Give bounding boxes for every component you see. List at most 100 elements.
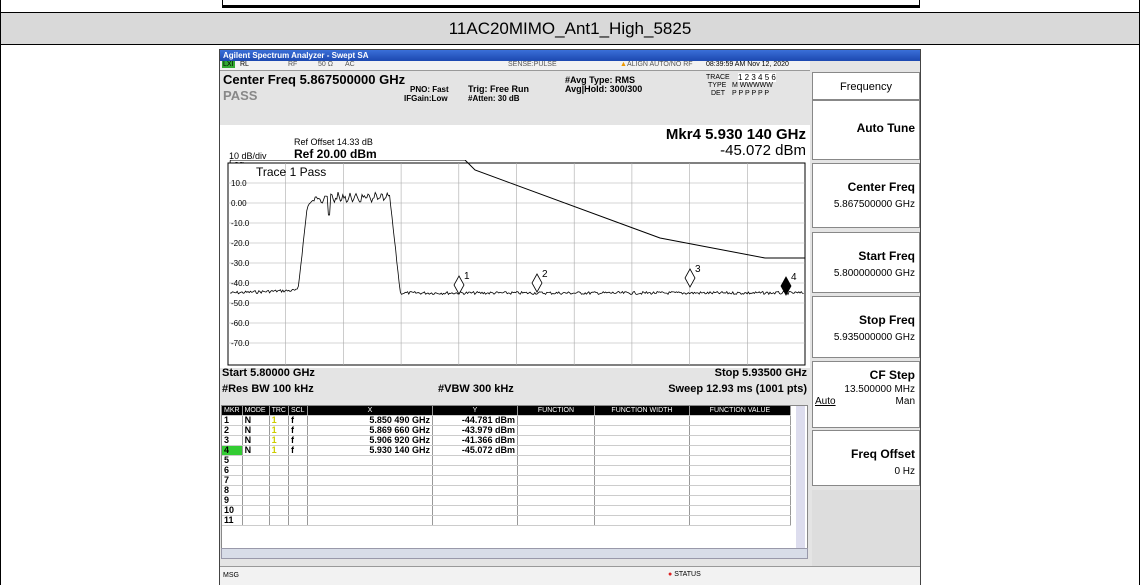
- column-header: FUNCTION: [517, 406, 595, 416]
- table-cell: [594, 415, 690, 426]
- table-row: 8: [222, 485, 791, 496]
- table-cell: [432, 515, 518, 526]
- table-cell: [242, 505, 270, 516]
- column-header: X: [307, 406, 433, 416]
- status-text: STATUS: [674, 571, 701, 578]
- table-cell: f: [288, 435, 308, 446]
- table-cell: [307, 455, 433, 466]
- table-cell: [517, 515, 595, 526]
- table-cell: [307, 465, 433, 476]
- ref-offset: Ref Offset 14.33 dB: [294, 137, 373, 147]
- softkey-value: 5.935000000 GHz: [833, 332, 915, 343]
- det-val: P P P P P P: [732, 90, 770, 97]
- table-cell: [432, 505, 518, 516]
- table-row: 6: [222, 465, 791, 476]
- v-scrollbar: [796, 406, 805, 548]
- msg-bar: [220, 566, 920, 585]
- table-cell: [594, 475, 690, 486]
- table-cell: 10: [222, 505, 243, 516]
- marker-readout-freq: Mkr4 5.930 140 GHz: [665, 126, 806, 143]
- table-row: 11: [222, 515, 791, 526]
- softkey-label: Stop Freq: [859, 313, 915, 327]
- table-row: 1 N 1 f 5.850 490 GHz -44.781 dBm: [222, 415, 791, 426]
- avg-hold: Avg|Hold: 300/300: [565, 84, 643, 94]
- table-cell: [594, 445, 690, 456]
- header-row: 11AC20MIMO_Ant1_High_5825: [0, 12, 1140, 45]
- softkey[interactable]: CF Step 13.500000 MHz Auto Man: [812, 361, 920, 428]
- datetime: 08:39:59 AM Nov 12, 2020: [706, 61, 789, 68]
- table-cell: [517, 505, 595, 516]
- table-cell: [269, 465, 289, 476]
- start-freq: Start 5.80000 GHz: [222, 367, 315, 379]
- table-cell: [242, 515, 270, 526]
- table-cell: 1: [269, 445, 289, 456]
- softkey-title: Frequency: [812, 72, 920, 100]
- table-cell: [594, 485, 690, 496]
- scale: 10 dB/div: [229, 151, 267, 161]
- column-header: MKR: [222, 406, 243, 416]
- y-label: -70.0: [231, 339, 250, 348]
- marker-label: 4: [791, 272, 797, 283]
- table-row: 2 N 1 f 5.869 660 GHz -43.979 dBm: [222, 425, 791, 436]
- softkey-label: Start Freq: [858, 249, 915, 263]
- det-label: DET: [711, 90, 725, 97]
- rl-indicator: LXI: [222, 61, 235, 68]
- marker: [531, 273, 543, 293]
- softkey[interactable]: Center Freq 5.867500000 GHz: [812, 163, 920, 228]
- vbw: #VBW 300 kHz: [438, 383, 514, 395]
- table-cell: 1: [222, 415, 243, 426]
- table-cell: f: [288, 415, 308, 426]
- table-cell: [242, 485, 270, 496]
- column-header: FUNCTION VALUE: [689, 406, 791, 416]
- marker-table: MKR MODE TRC SCL X Y FUNCTION FUNCTION WIDTH FUN…: [222, 406, 791, 526]
- softkey-label: Freq Offset: [850, 447, 915, 461]
- ifgain: IFGain:Low: [404, 94, 448, 103]
- rf: RF: [288, 61, 298, 68]
- table-cell: [242, 455, 270, 466]
- table-cell: [689, 495, 791, 506]
- table-cell: 3: [222, 435, 243, 446]
- status-button: ● STATUS: [668, 571, 701, 578]
- marker: [780, 276, 792, 296]
- table-cell: [594, 495, 690, 506]
- table-cell: [432, 485, 518, 496]
- y-label: 0.00: [231, 199, 247, 208]
- table-cell: [307, 505, 433, 516]
- table-cell: 1: [269, 435, 289, 446]
- marker: [453, 275, 465, 295]
- column-header: TRC: [269, 406, 289, 416]
- y-label: -50.0: [231, 299, 250, 308]
- table-cell: [689, 455, 791, 466]
- top-box: [222, 0, 920, 8]
- table-cell: N: [242, 445, 270, 456]
- table-row: 10: [222, 505, 791, 516]
- table-row: 9: [222, 495, 791, 506]
- softkey[interactable]: Auto Tune: [812, 100, 920, 160]
- softkey-label: CF Step: [869, 368, 915, 382]
- pno: PNO: Fast: [410, 85, 449, 94]
- type-label: TYPE: [708, 82, 727, 89]
- softkey[interactable]: Start Freq 5.800000000 GHz: [812, 232, 920, 293]
- markers: 1 2 3 4: [453, 264, 797, 296]
- table-cell: [689, 485, 791, 496]
- spectrum-plot: 10.0 0.00 -10.0 -20.0 -30.0 -40.0 -50.0 -60.0 -7…: [227, 160, 806, 366]
- msg: MSG: [223, 572, 239, 579]
- table-cell: [242, 475, 270, 486]
- softkey[interactable]: Freq Offset 0 Hz: [812, 430, 920, 486]
- table-cell: [288, 495, 308, 506]
- y-label: 10.0: [231, 179, 247, 188]
- table-cell: [269, 485, 289, 496]
- table-cell: [288, 475, 308, 486]
- rbw: #Res BW 100 kHz: [222, 383, 314, 395]
- table-cell: [594, 425, 690, 436]
- marker-label: 2: [542, 269, 548, 280]
- table-cell: [517, 485, 595, 496]
- table-cell: N: [242, 425, 270, 436]
- marker-label: 1: [464, 271, 470, 282]
- softkey[interactable]: Stop Freq 5.935000000 GHz: [812, 296, 920, 358]
- table-cell: [307, 515, 433, 526]
- column-header: Y: [432, 406, 518, 416]
- table-cell: [517, 435, 595, 446]
- table-cell: 4: [222, 445, 243, 456]
